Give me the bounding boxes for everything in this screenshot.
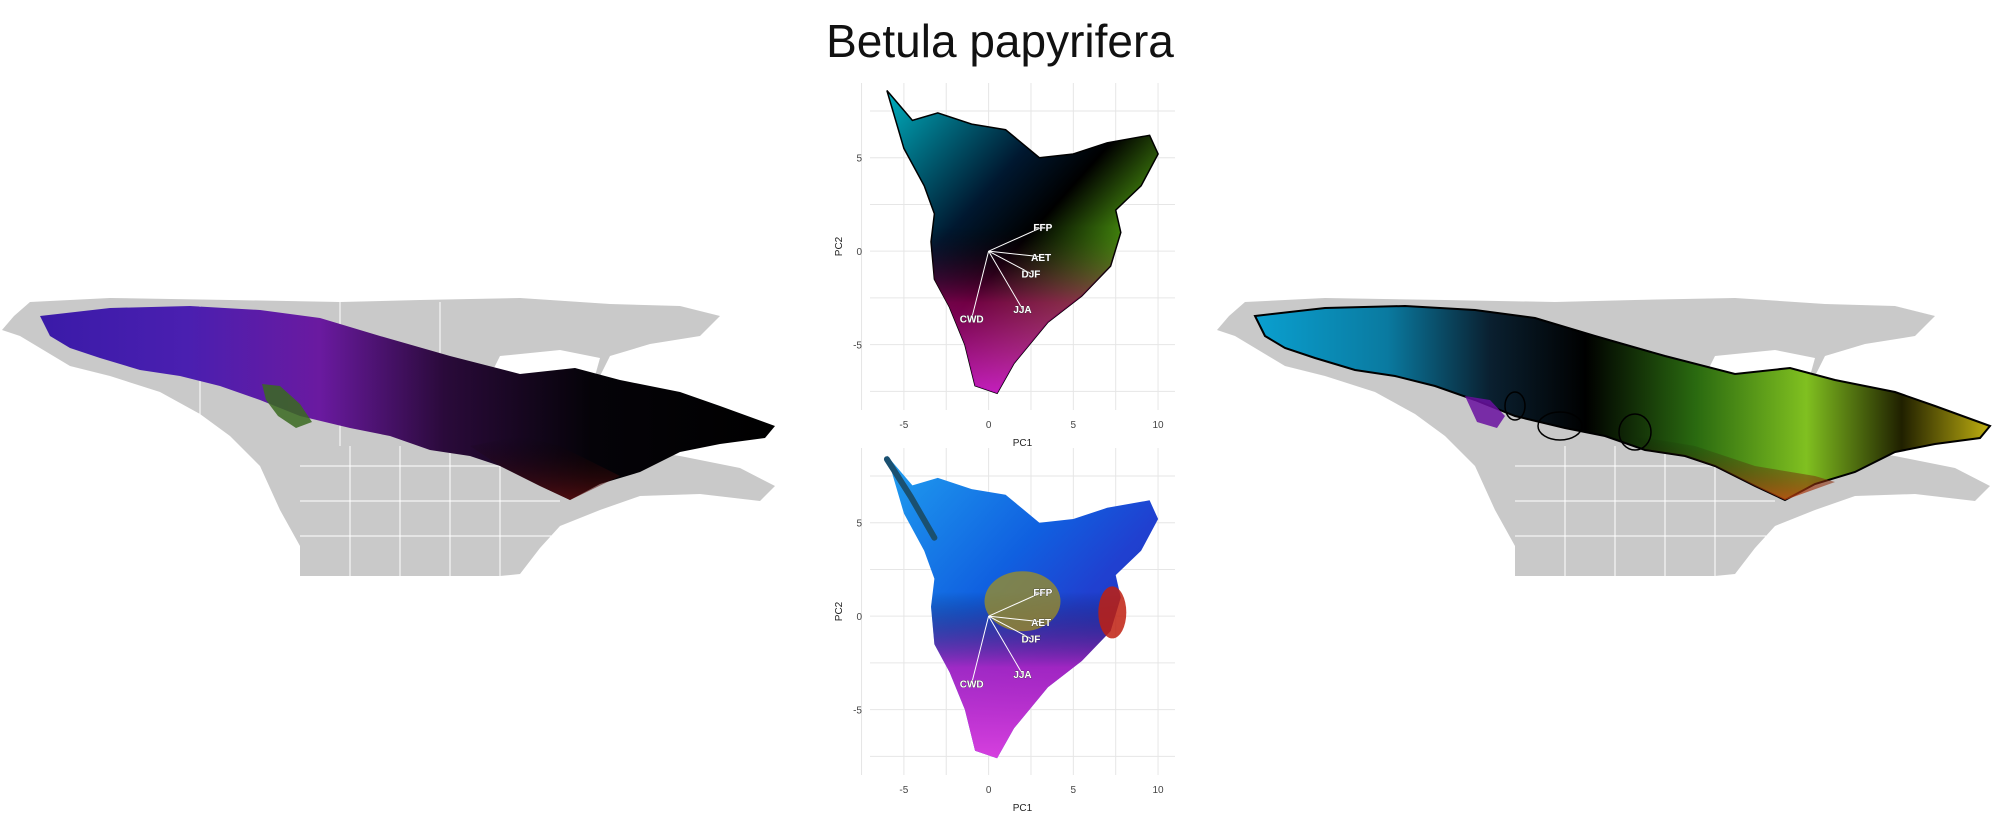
bottom-x-tick-label: 0 xyxy=(986,785,992,796)
bottom-cloud-tail xyxy=(883,456,938,541)
bottom-x-axis-label: PC1 xyxy=(1013,803,1033,814)
top-x-axis-label: PC1 xyxy=(1013,438,1033,449)
bottom-y-axis-label: PC2 xyxy=(834,601,845,621)
top-vector-label-aet: AET xyxy=(1031,253,1051,264)
top-vector-aet xyxy=(988,250,1042,258)
bottom-vector-ffp xyxy=(988,591,1044,617)
top-x-tick-label: -5 xyxy=(899,420,908,431)
top-vector-djf xyxy=(988,250,1032,275)
left-range-map xyxy=(2,298,775,576)
bottom-vector-label-djf: DJF xyxy=(1022,635,1041,646)
bottom-vector-label-jja: JJA xyxy=(1013,670,1031,681)
top-x-tick-label: 5 xyxy=(1071,420,1077,431)
pca-plot-top: -5 0 5 10 -5 0 5 PC1 PC2 FFP AET DJF JJA CWD xyxy=(834,83,1175,449)
top-vector-label-jja: JJA xyxy=(1013,305,1031,316)
left-map-coastal-patch xyxy=(262,384,312,428)
bottom-vector-jja xyxy=(988,615,1023,675)
bottom-vector-label-cwd: CWD xyxy=(960,679,984,690)
bottom-x-tick-label: -5 xyxy=(899,785,908,796)
bottom-vector-cwd xyxy=(971,616,990,684)
bottom-y-tick-label: 5 xyxy=(856,519,862,530)
top-vectors: FFP AET DJF JJA CWD xyxy=(959,223,1052,326)
right-range-map xyxy=(1217,298,1992,576)
bottom-vector-label-ffp: FFP xyxy=(1033,588,1052,599)
top-y-axis-label: PC2 xyxy=(834,236,845,256)
bottom-vectors: FFP AET DJF JJA CWD xyxy=(959,588,1052,691)
top-x-tick-label: 10 xyxy=(1152,420,1164,431)
bottom-x-tick-label: 10 xyxy=(1152,785,1164,796)
top-axes: -5 0 5 10 -5 0 5 PC1 PC2 xyxy=(834,154,1164,449)
top-vector-jja xyxy=(988,250,1023,310)
right-map-range-southern-edge xyxy=(1635,436,1835,500)
top-vector-label-djf: DJF xyxy=(1022,270,1041,281)
top-vector-cwd xyxy=(971,251,990,319)
bottom-vector-aet xyxy=(988,615,1042,623)
top-cloud xyxy=(886,90,1159,395)
bottom-x-tick-label: 5 xyxy=(1071,785,1077,796)
bottom-y-tick-label: -5 xyxy=(853,706,862,717)
bottom-y-tick-label: 0 xyxy=(856,612,862,623)
top-vector-ffp xyxy=(988,226,1044,252)
right-map-range xyxy=(1253,304,1992,502)
bottom-vector-label-aet: AET xyxy=(1031,618,1051,629)
top-y-tick-label: -5 xyxy=(853,341,862,352)
right-map-outlier-outlines xyxy=(1504,391,1652,451)
left-map-range xyxy=(40,306,775,500)
bottom-cloud-right-lobe xyxy=(1098,586,1127,639)
bottom-vector-djf xyxy=(988,615,1032,640)
page-title: Betula papyrifera xyxy=(826,15,1174,67)
top-y-tick-label: 0 xyxy=(856,247,862,258)
pca-plot-bottom: -5 0 5 10 -5 0 5 PC1 PC2 FFP AET DJF JJA CWD xyxy=(834,448,1175,814)
top-vector-label-cwd: CWD xyxy=(960,314,984,325)
top-x-tick-label: 0 xyxy=(986,420,992,431)
right-map-western-patch xyxy=(1465,396,1505,428)
top-y-tick-label: 5 xyxy=(856,154,862,165)
bottom-cloud xyxy=(883,455,1159,759)
left-map-range-southern-edge xyxy=(470,436,620,500)
top-vector-label-ffp: FFP xyxy=(1033,223,1052,234)
